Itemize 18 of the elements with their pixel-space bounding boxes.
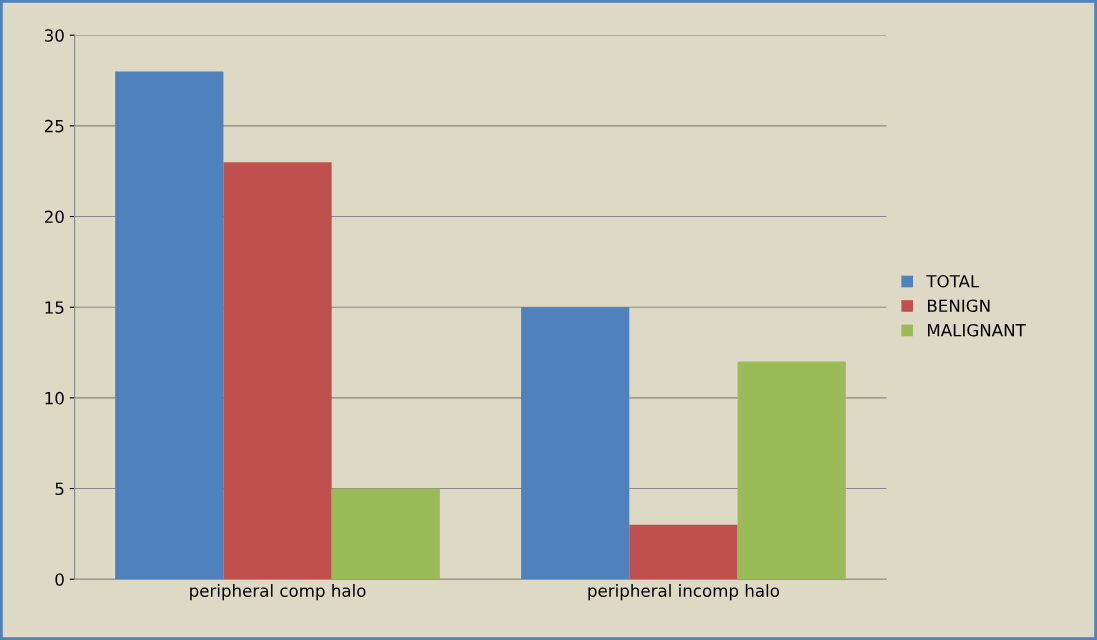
bar [115,71,224,580]
y-tick-label: 30 [44,29,64,42]
bar [223,162,332,580]
y-tick-label: 0 [55,573,64,586]
bar [737,361,846,580]
legend-label: BENIGN [928,299,990,313]
legend-label: MALIGNANT [928,323,1026,337]
y-tick-label: 20 [44,210,64,224]
bar [331,488,440,580]
x-tick-label: peripheral incomp halo [588,584,780,601]
legend-label: TOTAL [926,274,980,288]
y-tick-label: 5 [55,482,64,496]
bar [521,307,630,580]
y-tick-label: 15 [45,301,64,314]
x-tick-label: peripheral comp halo [190,584,366,601]
y-tick-label: 10 [45,391,64,405]
y-tick-label: 25 [44,119,64,133]
bar [629,524,738,580]
